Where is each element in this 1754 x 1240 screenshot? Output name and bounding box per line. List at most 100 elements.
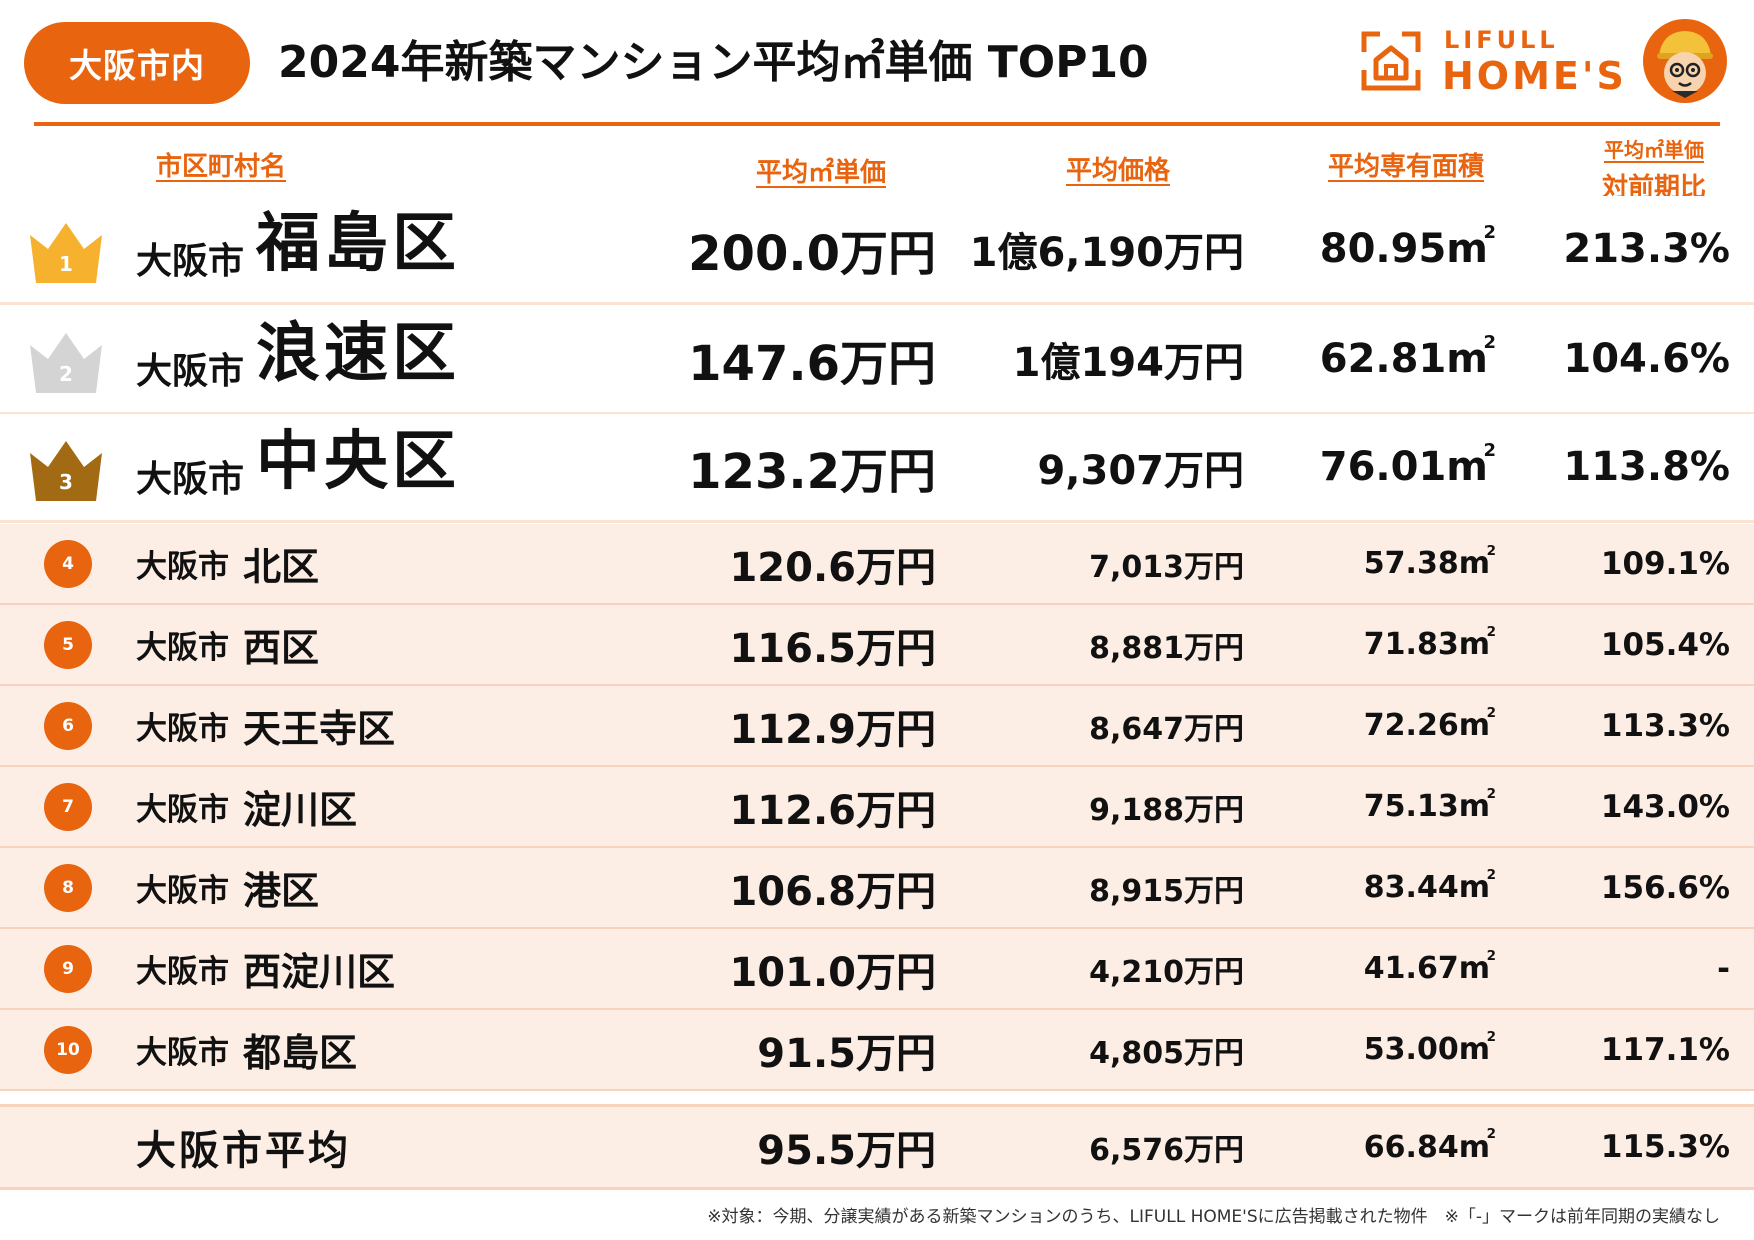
area-value: 57.38m2 bbox=[1363, 543, 1496, 581]
avg-price-cell: 8,915万円 bbox=[1089, 873, 1244, 909]
ward-name-cell: 大阪市 港区 bbox=[136, 848, 319, 927]
area-unit-superscript: 2 bbox=[1486, 623, 1496, 640]
table-row: 3 大阪市 中央区 123.2万円 9,307万円 76.01m2 113.8% bbox=[0, 414, 1754, 523]
unit-price-cell: 95.5万円 bbox=[757, 1128, 936, 1174]
city-name: 大阪市 bbox=[136, 459, 245, 500]
avg-price-cell: 8,881万円 bbox=[1089, 630, 1244, 666]
area-cell: 72.26m2 bbox=[1260, 686, 1496, 765]
city-name: 大阪市 bbox=[136, 241, 245, 282]
col-header-yoy-line1: 平均㎡単価 bbox=[1604, 138, 1704, 162]
area-unit: m bbox=[1458, 708, 1490, 743]
unit-price-cell: 120.6万円 bbox=[729, 544, 936, 591]
table-row: 9 大阪市 西淀川区 101.0万円 4,210万円 41.67m2 - bbox=[0, 929, 1754, 1010]
ward-name: 天王寺区 bbox=[243, 707, 396, 751]
yoy-cell: 143.0% bbox=[1600, 788, 1730, 825]
city-name: 大阪市 bbox=[136, 351, 245, 392]
area-unit-superscript: 2 bbox=[1483, 221, 1496, 243]
house-icon bbox=[1361, 31, 1421, 91]
area-cell: 53.00m2 bbox=[1260, 1010, 1496, 1089]
rank-badge: 10 bbox=[44, 1025, 92, 1074]
area-value: 41.67m2 bbox=[1363, 948, 1496, 986]
area-value: 62.81m2 bbox=[1319, 332, 1496, 382]
ward-name-cell: 大阪市 西淀川区 bbox=[136, 929, 395, 1008]
area-unit: m bbox=[1446, 336, 1488, 382]
table-row: 7 大阪市 淀川区 112.6万円 9,188万円 75.13m2 143.0% bbox=[0, 767, 1754, 848]
area-value: 76.01m2 bbox=[1319, 440, 1496, 490]
area-unit: m bbox=[1458, 951, 1490, 986]
yoy-cell: 113.3% bbox=[1600, 707, 1730, 744]
average-name-cell: 大阪市平均 bbox=[136, 1107, 351, 1187]
col-header-unit-price: 平均㎡単価 bbox=[756, 158, 887, 188]
ward-name: 淀川区 bbox=[243, 788, 358, 832]
unit-price-cell: 112.6万円 bbox=[729, 787, 936, 834]
col-header-name: 市区町村名 bbox=[156, 152, 287, 182]
avg-price-cell: 7,013万円 bbox=[1089, 549, 1244, 585]
rank-badge: 7 bbox=[44, 782, 92, 831]
unit-price-cell: 101.0万円 bbox=[729, 949, 936, 996]
area-cell: 76.01m2 bbox=[1260, 414, 1496, 520]
logo-text-homes: HOME'S bbox=[1442, 54, 1627, 98]
area-cell: 71.83m2 bbox=[1260, 605, 1496, 684]
footnote: ※対象：今期、分譲実績がある新築マンションのうち、LIFULL HOME'Sに広… bbox=[707, 1207, 1720, 1227]
area-unit-superscript: 2 bbox=[1486, 866, 1496, 883]
rank-badge: 5 bbox=[44, 620, 92, 669]
area-number: 57.38 bbox=[1363, 546, 1459, 581]
crown-rank-label: 3 bbox=[59, 470, 73, 494]
area-cell: 41.67m2 bbox=[1260, 929, 1496, 1008]
avg-price-cell: 1億194万円 bbox=[1012, 340, 1244, 386]
area-cell: 66.84m2 bbox=[1260, 1107, 1496, 1187]
yoy-cell: 117.1% bbox=[1600, 1031, 1730, 1068]
area-cell: 62.81m2 bbox=[1260, 306, 1496, 412]
page-title: 2024年新築マンション平均㎡単価 TOP10 bbox=[278, 37, 1149, 88]
avg-price-cell: 1億6,190万円 bbox=[969, 230, 1244, 276]
crown-rank-label: 1 bbox=[59, 252, 73, 276]
unit-price-cell: 116.5万円 bbox=[729, 625, 936, 672]
yoy-cell: 109.1% bbox=[1600, 545, 1730, 582]
area-number: 80.95 bbox=[1319, 226, 1447, 272]
yoy-cell: 113.8% bbox=[1563, 444, 1730, 490]
rank-badge: 4 bbox=[44, 539, 92, 588]
area-number: 66.84 bbox=[1363, 1129, 1459, 1165]
col-header-avg-price: 平均価格 bbox=[1066, 156, 1171, 186]
unit-price-cell: 123.2万円 bbox=[688, 444, 936, 500]
avg-price-cell: 4,210万円 bbox=[1089, 954, 1244, 990]
ward-name: 北区 bbox=[243, 545, 320, 589]
table-row: 8 大阪市 港区 106.8万円 8,915万円 83.44m2 156.6% bbox=[0, 848, 1754, 929]
avg-price-cell: 9,307万円 bbox=[1037, 448, 1244, 494]
ward-name-cell: 大阪市 中央区 bbox=[136, 414, 460, 520]
table-row: 4 大阪市 北区 120.6万円 7,013万円 57.38m2 109.1% bbox=[0, 524, 1754, 605]
crown-icon: 2 bbox=[30, 333, 102, 393]
crown-icon: 3 bbox=[30, 441, 102, 501]
area-unit: m bbox=[1446, 444, 1488, 490]
area-value: 66.84m2 bbox=[1363, 1126, 1496, 1165]
area-number: 76.01 bbox=[1319, 444, 1447, 490]
area-cell: 57.38m2 bbox=[1260, 524, 1496, 603]
ward-name-cell: 大阪市 福島区 bbox=[136, 196, 460, 302]
average-row: 大阪市平均 95.5万円 6,576万円 66.84m2 115.3% bbox=[0, 1104, 1754, 1190]
area-unit: m bbox=[1458, 1032, 1490, 1067]
avg-price-cell: 4,805万円 bbox=[1089, 1035, 1244, 1071]
crown-rank-label: 2 bbox=[59, 362, 73, 386]
area-unit-superscript: 2 bbox=[1483, 331, 1496, 353]
ward-name: 西淀川区 bbox=[243, 950, 396, 994]
table-row: 2 大阪市 浪速区 147.6万円 1億194万円 62.81m2 104.6% bbox=[0, 306, 1754, 415]
area-cell: 80.95m2 bbox=[1260, 196, 1496, 302]
ward-name-cell: 大阪市 天王寺区 bbox=[136, 686, 395, 765]
ward-name: 浪速区 bbox=[256, 317, 461, 391]
ward-name: 福島区 bbox=[256, 207, 461, 281]
area-badge: 大阪市内 bbox=[24, 22, 250, 104]
area-unit: m bbox=[1458, 870, 1490, 905]
table-row: 1 大阪市 福島区 200.0万円 1億6,190万円 80.95m2 213.3% bbox=[0, 196, 1754, 305]
area-value: 71.83m2 bbox=[1364, 623, 1496, 662]
unit-price-cell: 112.9万円 bbox=[729, 706, 936, 753]
yoy-cell: 105.4% bbox=[1600, 626, 1730, 663]
avg-price-cell: 9,188万円 bbox=[1089, 792, 1244, 828]
area-number: 62.81 bbox=[1319, 336, 1447, 382]
unit-price-cell: 200.0万円 bbox=[688, 226, 936, 282]
ward-name: 港区 bbox=[243, 869, 320, 913]
rank-badge: 6 bbox=[44, 701, 92, 750]
area-number: 41.67 bbox=[1363, 951, 1459, 986]
unit-price-cell: 91.5万円 bbox=[757, 1030, 936, 1077]
area-number: 75.13 bbox=[1363, 789, 1459, 824]
ward-name-cell: 大阪市 北区 bbox=[136, 524, 319, 603]
